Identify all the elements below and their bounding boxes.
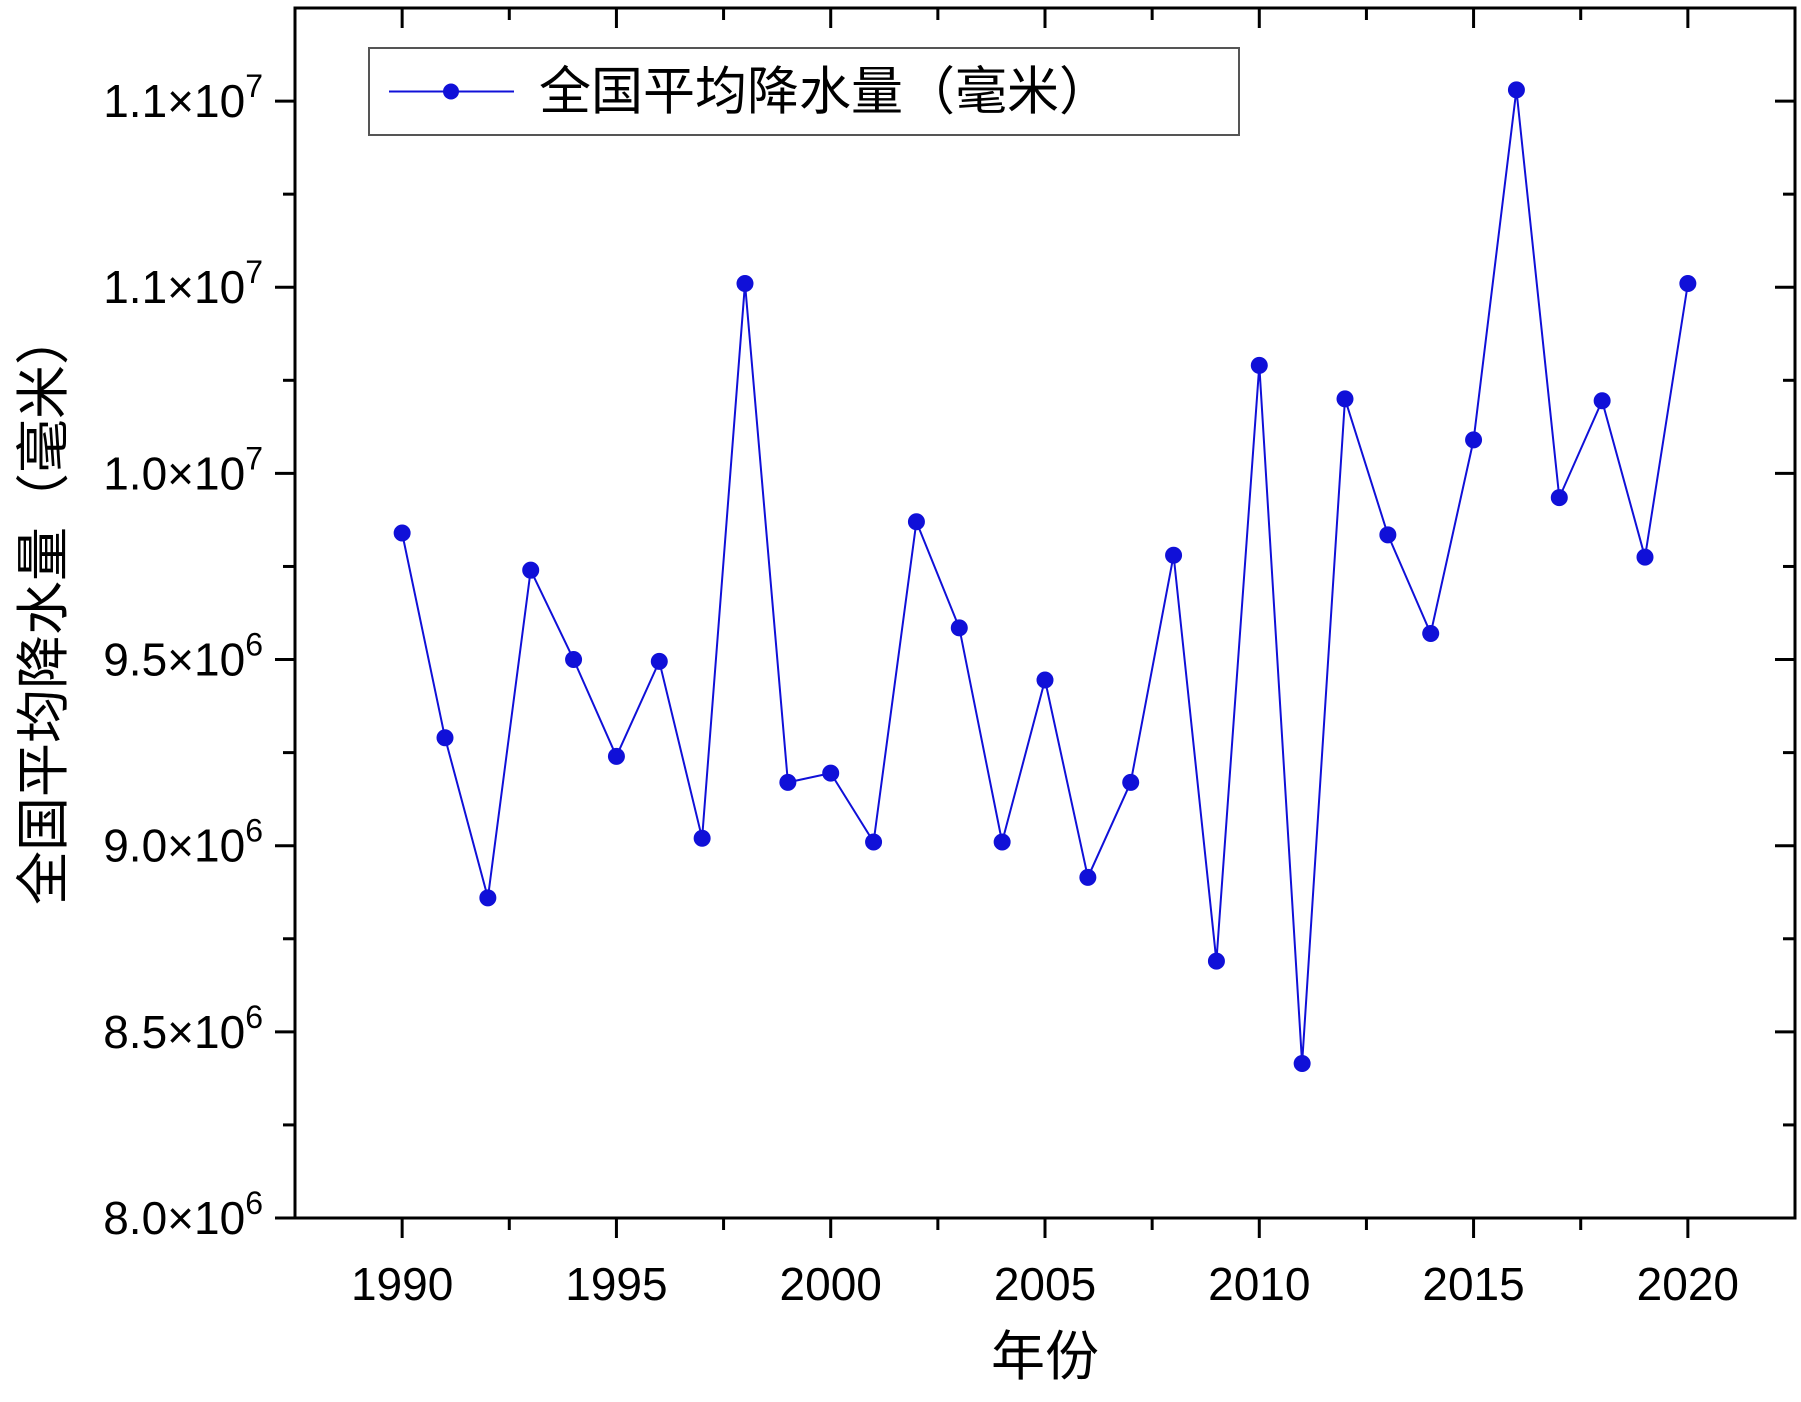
- data-point: [1079, 868, 1097, 886]
- x-tick-label: 1995: [565, 1258, 667, 1310]
- data-point: [607, 747, 625, 765]
- x-tick-label: 2020: [1637, 1258, 1739, 1310]
- y-tick-label: 8.5×106: [103, 999, 263, 1058]
- data-point: [393, 524, 411, 542]
- x-tick-label: 2005: [994, 1258, 1096, 1310]
- x-tick-label: 2000: [780, 1258, 882, 1310]
- data-point: [736, 275, 754, 293]
- data-point: [950, 619, 968, 637]
- data-point: [565, 651, 583, 669]
- data-point: [1593, 392, 1611, 410]
- data-point: [1550, 489, 1568, 507]
- x-axis-title: 年份: [991, 1327, 1099, 1387]
- y-tick-label: 9.5×106: [103, 627, 263, 686]
- data-point: [436, 729, 454, 747]
- legend: 全国平均降水量（毫米）: [368, 47, 1240, 136]
- data-point: [1636, 548, 1654, 566]
- y-tick-label: 1.1×107: [103, 254, 263, 313]
- data-point: [1679, 275, 1697, 293]
- data-point: [650, 652, 668, 670]
- x-tick-label: 1990: [351, 1258, 453, 1310]
- y-tick-label: 9.0×106: [103, 813, 263, 872]
- data-point: [865, 833, 883, 851]
- data-point: [693, 829, 711, 847]
- data-point: [1465, 431, 1483, 449]
- legend-label: 全国平均降水量（毫米）: [539, 64, 1111, 122]
- data-point: [1507, 81, 1525, 99]
- y-tick-label: 8.0×106: [103, 1185, 263, 1244]
- data-point: [822, 764, 840, 782]
- data-point: [1336, 390, 1354, 408]
- y-axis-title: 全国平均降水量（毫米）: [14, 311, 74, 905]
- axes: 1990 1995 2000 2005 2010 2015 2020 8.0×106 8.5×1…: [103, 6, 1797, 1310]
- data-point: [1422, 624, 1440, 642]
- data-point: [522, 561, 540, 579]
- plot-frame: [293, 6, 1797, 1220]
- legend-marker: [443, 83, 459, 100]
- data-point: [779, 773, 797, 791]
- data-point: [993, 833, 1011, 851]
- data-point: [1036, 671, 1054, 689]
- x-tick-label: 2015: [1422, 1258, 1524, 1310]
- data-point: [1293, 1054, 1311, 1072]
- series-layer: [393, 81, 1697, 1072]
- y-tick-label: 1.0×107: [103, 440, 263, 499]
- data-point: [1379, 526, 1397, 544]
- y-tick-label: 1.1×107: [103, 68, 263, 127]
- data-point: [1250, 356, 1268, 374]
- data-point: [1207, 952, 1225, 970]
- series-line: [401, 89, 1689, 1064]
- data-point: [907, 513, 925, 531]
- data-point: [1165, 546, 1183, 564]
- data-point: [1122, 773, 1140, 791]
- data-point: [479, 889, 497, 907]
- x-tick-label: 2010: [1208, 1258, 1310, 1310]
